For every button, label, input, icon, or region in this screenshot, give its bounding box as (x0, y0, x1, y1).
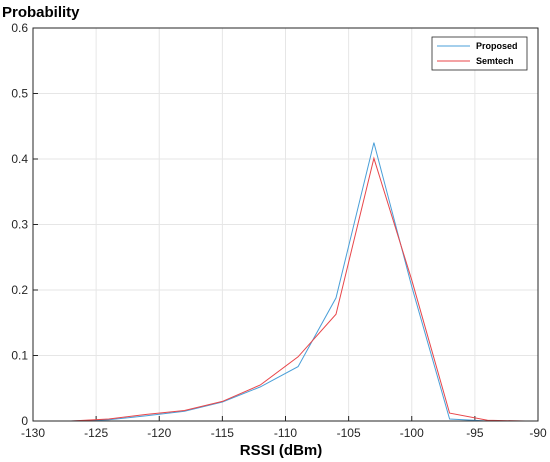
y-tick-label: 0.1 (11, 349, 28, 363)
x-tick-label: -115 (211, 426, 234, 440)
y-tick-labels: 0 0.1 0.2 0.3 0.4 0.5 0.6 (11, 21, 28, 428)
grid-lines (32, 27, 539, 422)
series-line-semtech (33, 156, 526, 422)
x-tick-label: -90 (529, 426, 547, 440)
x-tick-label: -110 (274, 426, 297, 440)
y-axis-title: Probability (2, 4, 80, 21)
y-tick-label: 0.6 (11, 21, 28, 35)
legend-box (431, 36, 528, 71)
y-tick-label: 0.5 (11, 87, 28, 101)
x-tick-label: -95 (466, 426, 484, 440)
y-tick-label: 0.4 (11, 152, 28, 166)
y-tick-label: 0 (21, 414, 28, 428)
y-tick-label: 0.2 (11, 283, 28, 297)
x-tick-label: -130 (21, 426, 45, 440)
y-tick-label: 0.3 (11, 218, 28, 232)
x-tick-label: -120 (147, 426, 171, 440)
x-tick-labels: -130 -125 -120 -115 -110 -105 -100 -95 -90 (21, 426, 547, 440)
plot-frame (32, 27, 539, 422)
x-tick-label: -125 (84, 426, 108, 440)
x-tick-label: -100 (400, 426, 424, 440)
x-tick-label: -105 (337, 426, 361, 440)
series-lines (33, 142, 526, 422)
x-axis-title: RSSI (dBm) (240, 442, 323, 459)
legend-label-proposed: Proposed (476, 41, 518, 51)
series-line-proposed (33, 142, 526, 422)
legend-label-semtech: Semtech (476, 56, 514, 66)
legend: Proposed Semtech (431, 36, 528, 71)
